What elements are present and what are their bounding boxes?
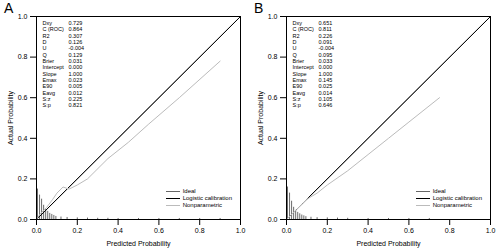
html-text:Ideal: Ideal — [182, 188, 196, 194]
svg-text:Predicted Probability: Predicted Probability — [106, 240, 171, 248]
svg-text:0.6: 0.6 — [404, 227, 414, 234]
svg-text:0.4: 0.4 — [18, 135, 28, 142]
svg-text:0.4: 0.4 — [363, 227, 373, 234]
svg-text:0.2: 0.2 — [72, 227, 82, 234]
svg-text:0.2: 0.2 — [322, 227, 332, 234]
html-text:A: A — [4, 0, 14, 16]
svg-text:0.4: 0.4 — [113, 227, 123, 234]
svg-text:0.6510.8110.2260.091-0.0040.09: 0.6510.8110.2260.091-0.0040.0950.0330.00… — [319, 20, 335, 108]
svg-text:1.0: 1.0 — [268, 13, 278, 20]
svg-text:1.0: 1.0 — [18, 13, 28, 20]
svg-text:0.7290.8640.3070.126-0.0040.12: 0.7290.8640.3070.126-0.0040.1290.0310.00… — [69, 20, 85, 108]
svg-text:Actual Probability: Actual Probability — [257, 90, 265, 145]
svg-text:DxyC (ROC)R2DUQBrierInterceptS: DxyC (ROC)R2DUQBrierInterceptSlopeEmaxE9… — [43, 20, 65, 108]
svg-text:0.6: 0.6 — [268, 94, 278, 101]
svg-text:0.8: 0.8 — [268, 53, 278, 60]
svg-text:0.2: 0.2 — [268, 175, 278, 182]
svg-text:Predicted Probability: Predicted Probability — [356, 240, 421, 248]
svg-text:0.8: 0.8 — [445, 227, 455, 234]
svg-text:1.0: 1.0 — [236, 227, 246, 234]
html-text:B: B — [254, 0, 264, 16]
html-text:Logistic calibration: Logistic calibration — [182, 195, 232, 201]
html-text:Nonparametric: Nonparametric — [432, 202, 472, 208]
svg-text:0.6: 0.6 — [154, 227, 164, 234]
svg-text:0.8: 0.8 — [18, 53, 28, 60]
svg-text:0.0: 0.0 — [18, 216, 28, 223]
html-text:Ideal: Ideal — [432, 188, 446, 194]
svg-text:0.0: 0.0 — [32, 227, 42, 234]
html-text:Nonparametric: Nonparametric — [182, 202, 222, 208]
svg-text:0.6: 0.6 — [18, 94, 28, 101]
svg-text:0.4: 0.4 — [268, 135, 278, 142]
svg-text:0.0: 0.0 — [268, 216, 278, 223]
svg-text:1.0: 1.0 — [486, 227, 496, 234]
svg-text:0.8: 0.8 — [195, 227, 205, 234]
svg-text:DxyC (ROC)R2DUQBrierInterceptS: DxyC (ROC)R2DUQBrierInterceptSlopeEmaxE9… — [293, 20, 315, 108]
svg-text:0.0: 0.0 — [282, 227, 292, 234]
svg-text:0.2: 0.2 — [18, 175, 28, 182]
svg-text:Actual Probability: Actual Probability — [7, 90, 15, 145]
html-text:Logistic calibration: Logistic calibration — [432, 195, 482, 201]
